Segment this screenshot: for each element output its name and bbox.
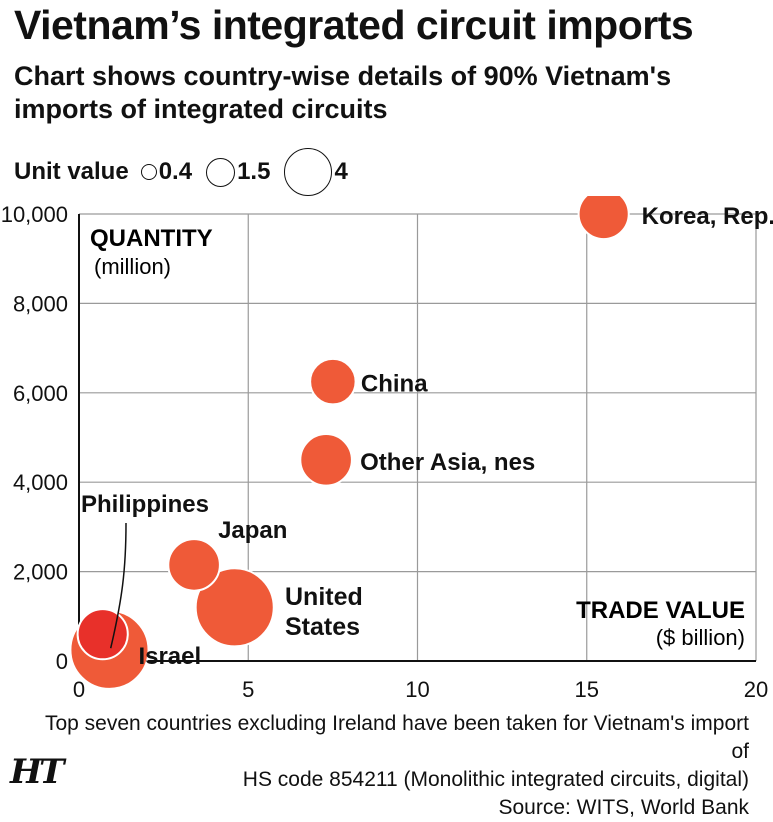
- legend-label-medium: 1.5: [237, 158, 271, 185]
- y-axis-title: QUANTITY: [90, 225, 213, 252]
- bubble-other-asia-nes[interactable]: [299, 433, 353, 487]
- x-tick-label: 15: [575, 677, 599, 702]
- point-label-japan: Japan: [218, 517, 287, 544]
- x-tick-label: 20: [744, 677, 768, 702]
- footnote-line-2: HS code 854211 (Monolithic integrated ci…: [242, 768, 749, 791]
- size-legend: Unit value 0.4 1.5 4: [14, 148, 362, 196]
- legend-circle-medium: [206, 157, 236, 187]
- point-label-united-states: United: [285, 583, 363, 611]
- bubble-korea-rep[interactable]: [577, 196, 630, 241]
- y-tick-label: 6,000: [13, 381, 68, 406]
- x-tick-label: 10: [405, 677, 429, 702]
- bubble-china[interactable]: [309, 357, 357, 406]
- bubble-philippines[interactable]: [76, 608, 129, 661]
- bubbles: [69, 196, 630, 690]
- legend-item-small: 0.4: [140, 158, 193, 186]
- bubble-japan[interactable]: [167, 538, 221, 592]
- point-label-korea-rep: Korea, Rep.: [642, 203, 773, 230]
- chart-subtitle: Chart shows country-wise details of 90% …: [14, 61, 672, 124]
- legend-item-medium: 1.5: [206, 157, 271, 187]
- ht-logo: HT: [10, 752, 64, 792]
- tick-labels: 0 5 10 15 20 0 2,000 4,000 6,000 8,000 10,000: [1, 202, 769, 702]
- y-axis-unit: (million): [94, 254, 171, 279]
- grid-lines: [79, 213, 757, 661]
- point-label-philippines: Philippines: [81, 491, 209, 518]
- y-tick-label: 10,000: [1, 202, 68, 227]
- y-tick-label: 0: [56, 649, 68, 674]
- axes: [78, 214, 756, 662]
- legend-item-large: 4: [284, 148, 348, 196]
- x-axis-title: TRADE VALUE: [576, 597, 745, 624]
- y-tick-label: 4,000: [13, 470, 68, 495]
- point-label-other-asia-nes: Other Asia, nes: [360, 449, 535, 476]
- footnote: Top seven countries excluding Ireland ha…: [29, 710, 749, 822]
- x-tick-label: 0: [73, 677, 85, 702]
- point-label-china: China: [361, 371, 428, 398]
- y-tick-label: 8,000: [13, 291, 68, 316]
- footnote-line-1: Top seven countries excluding Ireland ha…: [44, 712, 749, 763]
- axis-titles: QUANTITY (million) TRADE VALUE ($ billio…: [90, 225, 745, 650]
- source-note: Source: WITS, World Bank: [498, 796, 749, 819]
- scatter-chart: 0 5 10 15 20 0 2,000 4,000 6,000 8,000 10,000 Kore…: [1, 196, 773, 702]
- philippines-leader-line: [109, 522, 127, 649]
- y-tick-label: 2,000: [13, 560, 68, 585]
- chart-title: Vietnam’s integrated circuit imports: [14, 2, 694, 48]
- legend-label-large: 4: [334, 158, 348, 185]
- x-tick-label: 5: [242, 677, 254, 702]
- point-label-united-states: States: [285, 613, 360, 641]
- legend-circle-small: [140, 164, 157, 180]
- point-labels: Korea, Rep. China Other Asia, nes Japan Unit…: [81, 203, 773, 670]
- bubble-united-states[interactable]: [194, 567, 275, 648]
- legend-circle-large: [284, 148, 333, 196]
- point-label-israel: Israel: [138, 643, 201, 670]
- legend-title: Unit value: [14, 158, 129, 185]
- legend-label-small: 0.4: [158, 158, 193, 185]
- x-axis-unit: ($ billion): [656, 625, 745, 650]
